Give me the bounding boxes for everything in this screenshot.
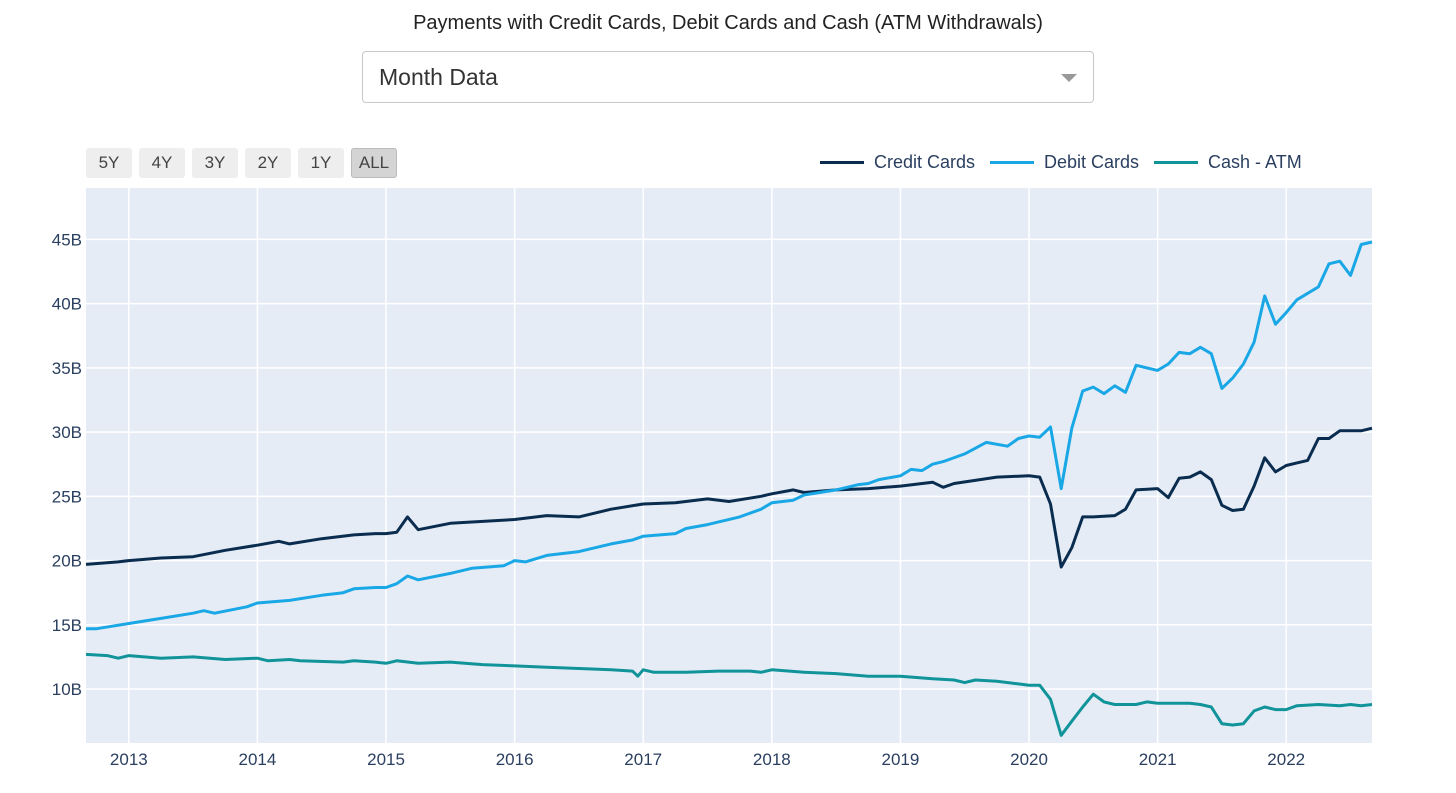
range-button-all[interactable]: ALL	[351, 148, 397, 178]
x-axis-ticks: 2013 2014 2015 2016 2017 2018 2019 2020 2021 2022	[110, 750, 1305, 769]
series-lines	[85, 240, 1373, 737]
legend-swatch-cash-atm	[1154, 160, 1198, 164]
x-tick-label: 2021	[1139, 750, 1177, 769]
grid-lines	[86, 188, 1372, 743]
x-tick-label: 2018	[753, 750, 791, 769]
x-tick-label: 2019	[882, 750, 920, 769]
y-tick-label: 30B	[52, 423, 82, 442]
range-button-4y[interactable]: 4Y	[139, 148, 185, 178]
y-tick-label: 40B	[52, 295, 82, 314]
legend-label-credit-cards: Credit Cards	[874, 151, 976, 172]
chevron-down-icon[interactable]	[1061, 74, 1077, 82]
y-tick-label: 25B	[52, 487, 82, 506]
y-tick-label: 15B	[52, 616, 82, 635]
x-tick-label: 2013	[110, 750, 148, 769]
series-line-cash-atm[interactable]	[85, 652, 1373, 737]
legend-label-debit-cards: Debit Cards	[1044, 151, 1140, 172]
legend-swatch-credit-cards	[820, 160, 864, 164]
y-tick-label: 35B	[52, 359, 82, 378]
x-tick-label: 2022	[1267, 750, 1305, 769]
legend-swatch-debit-cards	[990, 160, 1034, 164]
x-tick-label: 2015	[367, 750, 405, 769]
series-line-credit-cards[interactable]	[85, 426, 1373, 569]
x-tick-label: 2020	[1010, 750, 1048, 769]
legend-label-cash-atm: Cash - ATM	[1208, 151, 1302, 172]
y-tick-label: 45B	[52, 230, 82, 249]
chart-title: Payments with Credit Cards, Debit Cards …	[413, 12, 1043, 34]
range-button-1y[interactable]: 1Y	[298, 148, 344, 178]
dropdown-selected-value: Month Data	[379, 64, 498, 90]
y-tick-label: 20B	[52, 552, 82, 571]
range-button-3y[interactable]: 3Y	[192, 148, 238, 178]
data-frequency-dropdown[interactable]: Month Data	[362, 51, 1094, 103]
range-button-5y[interactable]: 5Y	[86, 148, 132, 178]
x-tick-label: 2014	[239, 750, 277, 769]
series-line-debit-cards[interactable]	[86, 240, 1373, 631]
range-button-2y[interactable]: 2Y	[245, 148, 291, 178]
legend-item-credit-cards[interactable]: Credit Cards	[820, 150, 975, 174]
y-axis-ticks: 10B 15B 20B 25B 30B 35B 40B 45B	[52, 230, 82, 699]
y-tick-label: 10B	[52, 680, 82, 699]
legend-item-debit-cards[interactable]: Debit Cards	[990, 150, 1139, 174]
x-tick-label: 2017	[624, 750, 662, 769]
x-tick-label: 2016	[496, 750, 534, 769]
legend-item-cash-atm[interactable]: Cash - ATM	[1154, 150, 1302, 174]
